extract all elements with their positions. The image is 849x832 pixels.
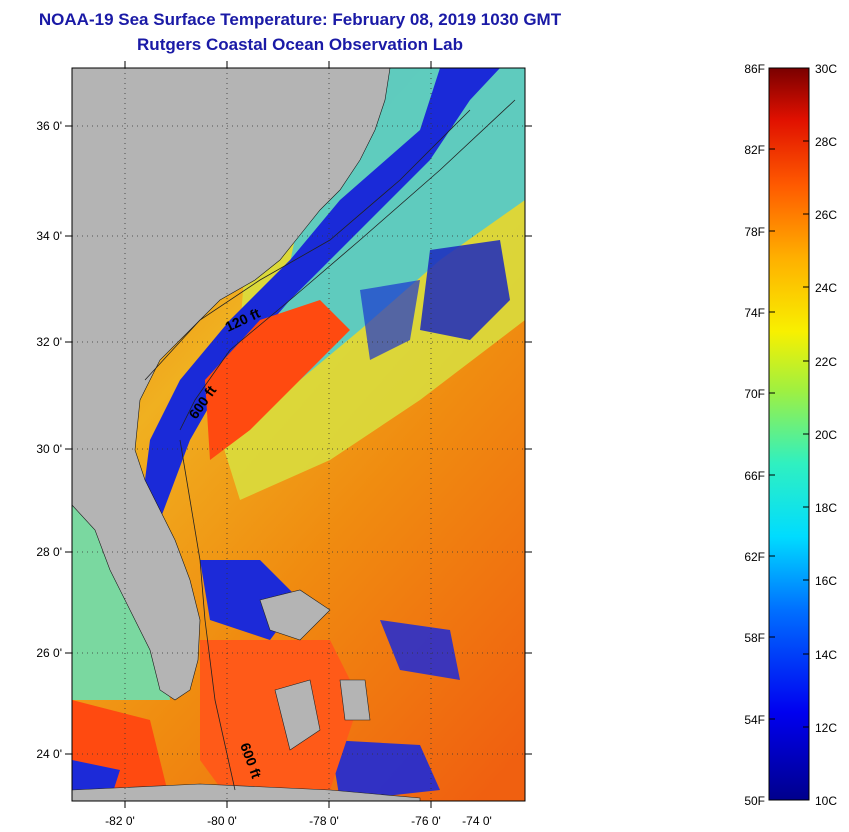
celsius-label: 18C — [815, 501, 837, 515]
lat-label: 26 0' — [36, 646, 62, 660]
celsius-label: 26C — [815, 208, 837, 222]
map-grid — [72, 68, 525, 801]
temperature-colorbar — [768, 67, 810, 801]
colorbar-ticks — [769, 140, 809, 728]
gulf-stream-core — [205, 300, 350, 460]
fahrenheit-label: 82F — [744, 143, 765, 157]
fahrenheit-label: 62F — [744, 550, 765, 564]
fahrenheit-label: 70F — [744, 387, 765, 401]
celsius-label: 22C — [815, 355, 837, 369]
celsius-label: 24C — [815, 281, 837, 295]
contour-600ft-line — [179, 99, 516, 431]
lon-label: -78 0' — [309, 814, 339, 828]
cuba-land — [72, 783, 421, 801]
fahrenheit-label: 86F — [744, 62, 765, 76]
lat-label: 32 0' — [36, 335, 62, 349]
lat-label: 24 0' — [36, 747, 62, 761]
lat-label: 36 0' — [36, 119, 62, 133]
shelf-cold-water — [140, 68, 500, 520]
celsius-label: 20C — [815, 428, 837, 442]
lat-label: 30 0' — [36, 442, 62, 456]
contour-120ft-line — [144, 109, 471, 381]
fahrenheit-label: 50F — [744, 794, 765, 808]
land-mainland — [72, 68, 391, 701]
lon-label: -76 0' — [411, 814, 441, 828]
fahrenheit-label: 54F — [744, 713, 765, 727]
fahrenheit-label: 74F — [744, 306, 765, 320]
map-ticks — [65, 61, 532, 808]
celsius-label: 14C — [815, 648, 837, 662]
celsius-labels: 30C 28C 26C 24C 22C 20C 18C 16C 14C 12C … — [815, 62, 837, 808]
map-frame — [71, 67, 526, 802]
sst-image — [72, 68, 525, 801]
lat-label: 28 0' — [36, 545, 62, 559]
fahrenheit-label: 78F — [744, 225, 765, 239]
fahrenheit-label: 58F — [744, 631, 765, 645]
map-subtitle: Rutgers Coastal Ocean Observation Lab — [137, 35, 463, 54]
lat-label: 34 0' — [36, 229, 62, 243]
celsius-label: 30C — [815, 62, 837, 76]
cold-eddy — [420, 240, 510, 340]
lon-label: -74 0' — [462, 814, 492, 828]
celsius-label: 16C — [815, 574, 837, 588]
lon-label: -82 0' — [105, 814, 135, 828]
longitude-labels: -82 0' -80 0' -78 0' -76 0' -74 0' — [105, 814, 492, 828]
lon-label: -80 0' — [207, 814, 237, 828]
fahrenheit-labels: 86F 82F 78F 74F 70F 66F 62F 58F 54F 50F — [744, 62, 765, 808]
celsius-label: 12C — [815, 721, 837, 735]
latitude-labels: 36 0' 34 0' 32 0' 30 0' 28 0' 26 0' 24 0… — [36, 119, 62, 761]
celsius-label: 28C — [815, 135, 837, 149]
celsius-label: 10C — [815, 794, 837, 808]
bahamas-island — [259, 589, 331, 641]
fahrenheit-label: 66F — [744, 469, 765, 483]
map-title: NOAA-19 Sea Surface Temperature: Februar… — [38, 10, 562, 29]
